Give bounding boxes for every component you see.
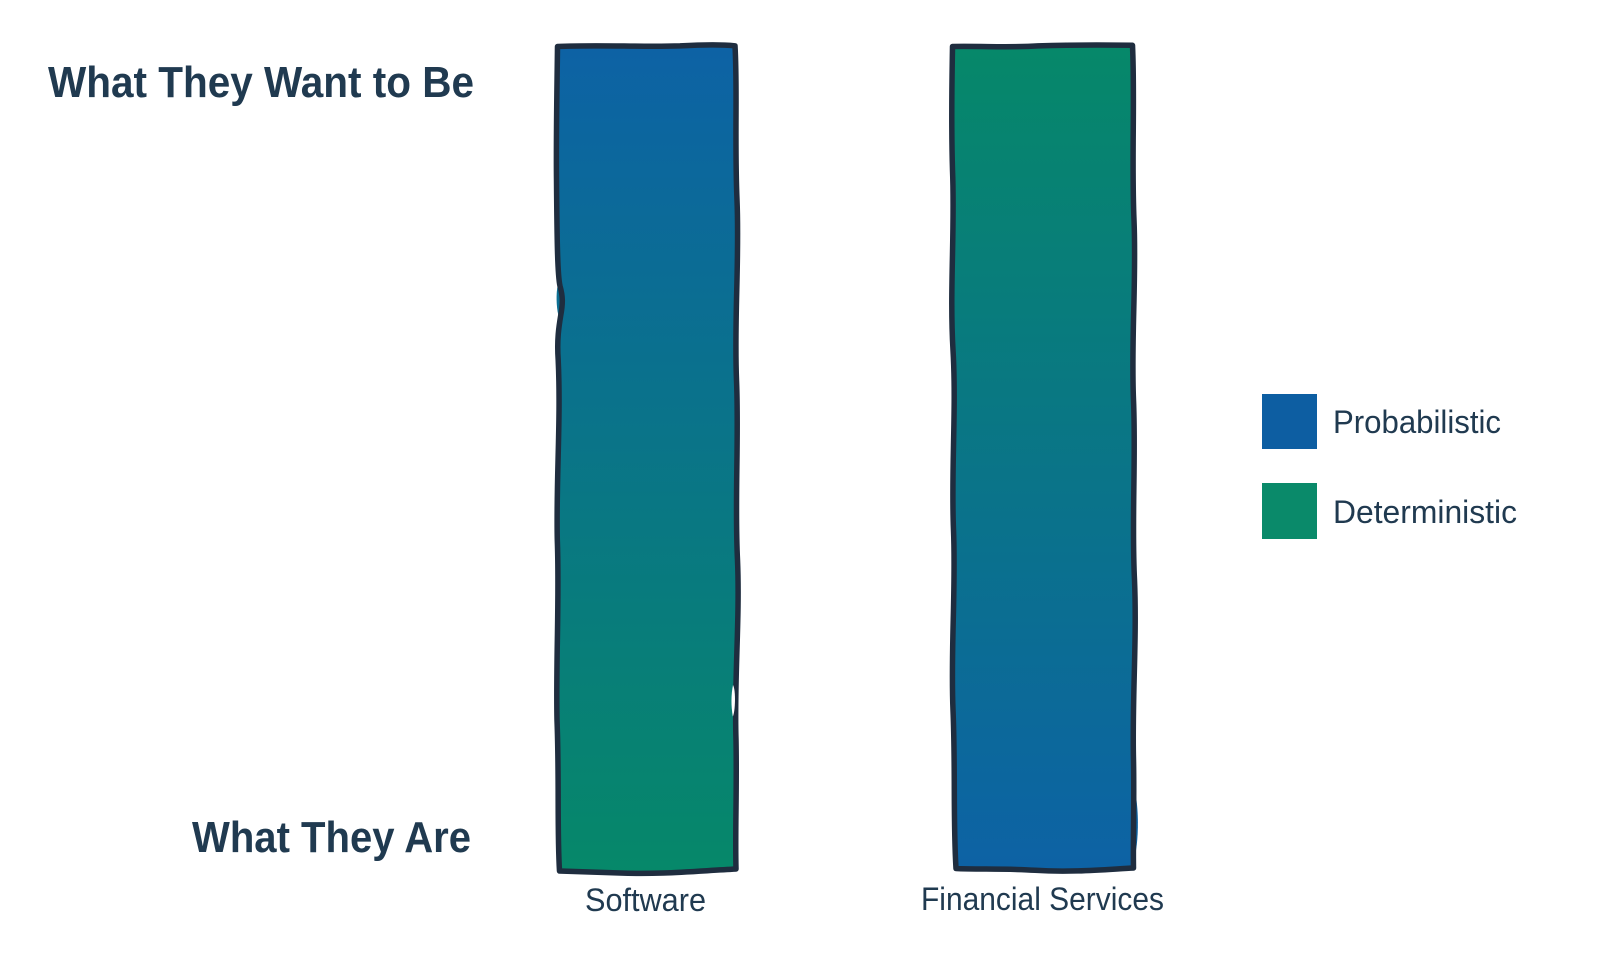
svg-text:What They Are: What They Are <box>192 814 471 862</box>
svg-text:Financial Services: Financial Services <box>921 881 1164 917</box>
svg-text:What They Want to Be: What They Want to Be <box>48 59 474 107</box>
svg-text:Software: Software <box>585 882 706 918</box>
svg-text:Deterministic: Deterministic <box>1333 494 1517 530</box>
svg-text:Probabilistic: Probabilistic <box>1333 404 1501 440</box>
